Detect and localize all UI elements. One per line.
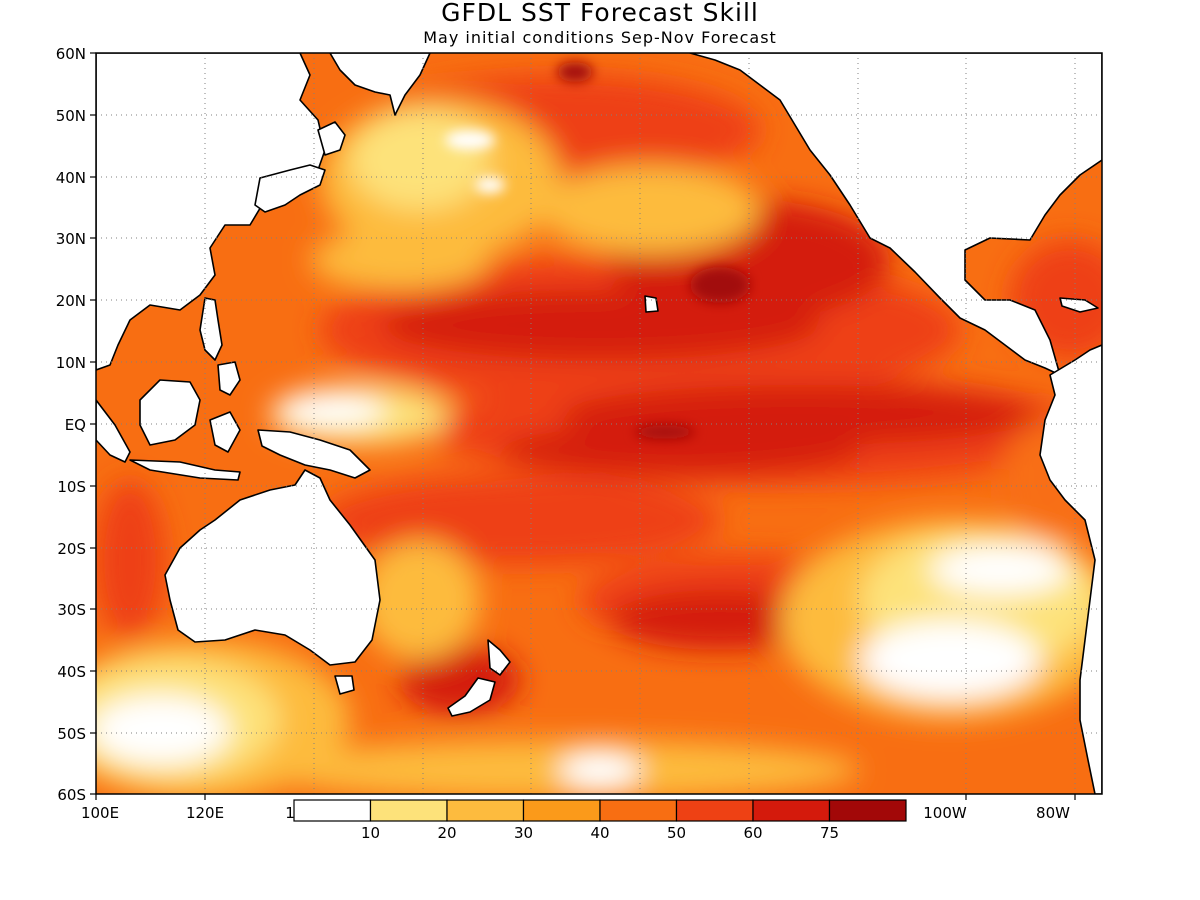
lat-label: 30N bbox=[56, 230, 86, 248]
legend-level-label: 10 bbox=[361, 824, 380, 842]
legend-swatch bbox=[293, 799, 372, 822]
legend-swatch bbox=[446, 799, 525, 822]
lat-label: 50S bbox=[57, 725, 86, 743]
lon-label: 100E bbox=[81, 804, 119, 822]
lat-label: 10N bbox=[56, 354, 86, 372]
lon-label: 100W bbox=[923, 804, 967, 822]
grid-lines bbox=[96, 53, 1102, 794]
map-title: GFDL SST Forecast Skill bbox=[441, 0, 759, 27]
lat-label: 10S bbox=[57, 478, 86, 496]
legend-level-label: 40 bbox=[590, 824, 609, 842]
legend-swatch bbox=[599, 799, 678, 822]
legend-level-label: 30 bbox=[514, 824, 533, 842]
map-subtitle: May initial conditions Sep-Nov Forecast bbox=[423, 28, 777, 47]
legend-swatch bbox=[675, 799, 754, 822]
legend-swatch bbox=[369, 799, 448, 822]
legend-swatch bbox=[828, 799, 907, 822]
lat-label: 40N bbox=[56, 169, 86, 187]
lat-label: 40S bbox=[57, 663, 86, 681]
coastlines bbox=[96, 53, 1102, 794]
lat-label: 50N bbox=[56, 107, 86, 125]
skill-field bbox=[96, 53, 1102, 794]
legend-swatch bbox=[752, 799, 831, 822]
legend-level-label: 60 bbox=[743, 824, 762, 842]
legend-level-label: 75 bbox=[820, 824, 839, 842]
latitude-labels: 60N 50N 40N 30N 20N 10N EQ 10S 20S 30S 4… bbox=[56, 45, 86, 804]
legend-level-label: 50 bbox=[667, 824, 686, 842]
lat-label: EQ bbox=[65, 416, 86, 434]
lon-label: 120E bbox=[186, 804, 224, 822]
lon-label: 1 bbox=[285, 804, 295, 822]
longitude-labels: 100E 120E 1 100W 80W bbox=[81, 804, 1070, 822]
lat-label: 30S bbox=[57, 601, 86, 619]
lat-label: 60S bbox=[57, 786, 86, 804]
legend-level-label: 20 bbox=[437, 824, 456, 842]
lat-label: 60N bbox=[56, 45, 86, 63]
lat-label: 20S bbox=[57, 540, 86, 558]
legend-swatch bbox=[522, 799, 601, 822]
lat-label: 20N bbox=[56, 292, 86, 310]
colorbar-legend: 10 20 30 40 50 60 75 bbox=[293, 799, 907, 842]
lon-label: 80W bbox=[1036, 804, 1070, 822]
